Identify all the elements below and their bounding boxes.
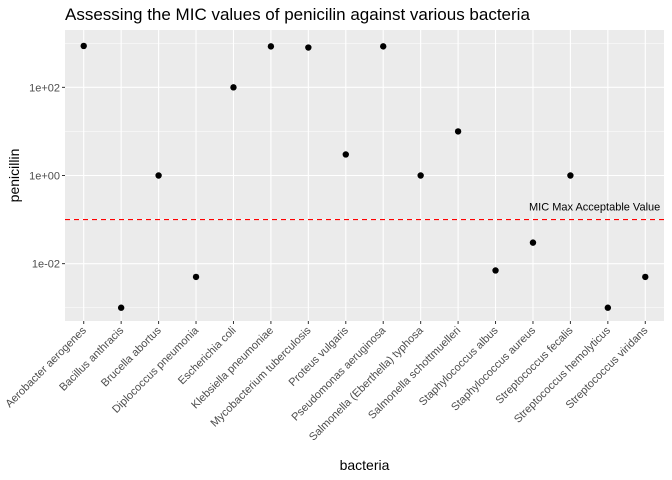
y-axis-ticks: 1e-02 1e+00 1e+02: [29, 82, 65, 271]
data-point: [492, 267, 499, 274]
data-point: [230, 84, 237, 91]
y-axis-title: penicillin: [6, 149, 22, 203]
y-tick-label: 1e-02: [32, 259, 60, 271]
reference-line-label: MIC Max Acceptable Value: [529, 202, 660, 214]
data-point: [155, 172, 162, 179]
x-axis-title: bacteria: [340, 457, 390, 473]
data-point: [642, 273, 649, 281]
data-point: [267, 43, 275, 50]
data-point: [529, 239, 537, 246]
data-point: [454, 128, 462, 135]
y-tick-label: 1e+02: [29, 82, 60, 94]
data-point: [305, 44, 312, 51]
data-point: [342, 151, 349, 158]
x-tick-label: Bacillus anthracis: [57, 324, 126, 393]
data-point: [567, 172, 574, 179]
data-point: [380, 43, 387, 50]
data-point: [604, 304, 612, 311]
chart-title: Assessing the MIC values of penicilin ag…: [65, 5, 530, 24]
data-point: [80, 42, 87, 50]
data-point: [417, 172, 424, 179]
data-point: [117, 304, 125, 311]
data-point: [192, 273, 200, 281]
data-points: [80, 42, 649, 311]
y-tick-label: 1e+00: [29, 171, 60, 183]
